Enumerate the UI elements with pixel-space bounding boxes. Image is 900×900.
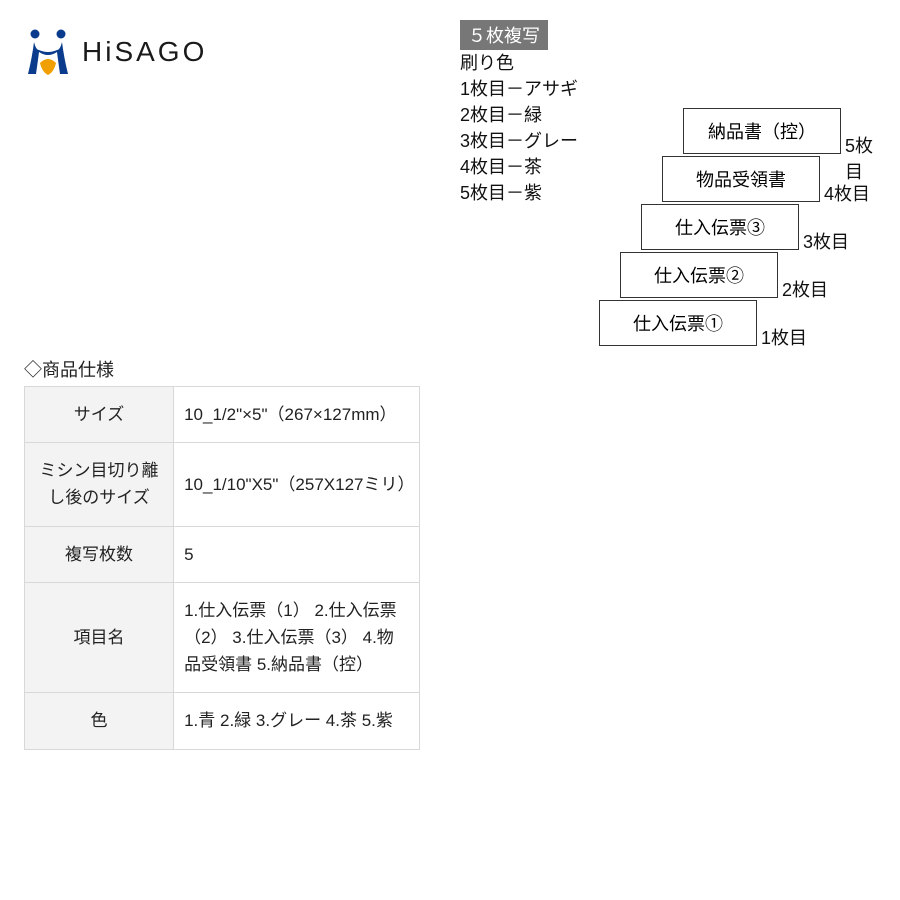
- spec-header-cell: ミシン目切り離し後のサイズ: [25, 443, 174, 526]
- logo-text: HiSAGO: [82, 36, 207, 68]
- table-row: ミシン目切り離し後のサイズ10_1/10"X5"（257X127ミリ）: [25, 443, 420, 526]
- spec-value-cell: 10_1/2"×5"（267×127mm）: [174, 387, 420, 443]
- form-sheet-label: 4枚目: [824, 180, 870, 206]
- form-sheet-label: 3枚目: [803, 228, 849, 254]
- color-line: 5枚目－紫: [460, 180, 578, 206]
- spec-header-cell: 項目名: [25, 582, 174, 693]
- form-box: 仕入伝票②: [620, 252, 778, 298]
- form-sheet-label: 5枚目: [845, 132, 890, 184]
- form-box: 納品書（控）: [683, 108, 841, 154]
- spec-header-cell: 複写枚数: [25, 526, 174, 582]
- color-header: 刷り色: [460, 50, 578, 76]
- form-stack-diagram: 納品書（控）5枚目物品受領書4枚目仕入伝票③3枚目仕入伝票②2枚目仕入伝票①1枚…: [600, 108, 890, 368]
- color-line: 3枚目－グレー: [460, 128, 578, 154]
- spec-table: サイズ10_1/2"×5"（267×127mm）ミシン目切り離し後のサイズ10_…: [24, 386, 420, 750]
- color-line: 4枚目－茶: [460, 154, 578, 180]
- table-row: 項目名1.仕入伝票（1） 2.仕入伝票（2） 3.仕入伝票（3） 4.物品受領書…: [25, 582, 420, 693]
- form-sheet-label: 1枚目: [761, 324, 807, 350]
- spec-title: ◇商品仕様: [24, 356, 114, 382]
- table-row: 色1.青 2.緑 3.グレー 4.茶 5.紫: [25, 693, 420, 749]
- form-box: 仕入伝票①: [599, 300, 757, 346]
- color-line: 1枚目－アサギ: [460, 76, 578, 102]
- spec-header-cell: サイズ: [25, 387, 174, 443]
- brand-logo: HiSAGO: [24, 28, 207, 76]
- spec-value-cell: 1.仕入伝票（1） 2.仕入伝票（2） 3.仕入伝票（3） 4.物品受領書 5.…: [174, 582, 420, 693]
- color-list: 刷り色 1枚目－アサギ 2枚目－緑 3枚目－グレー 4枚目－茶 5枚目－紫: [460, 50, 578, 207]
- table-row: サイズ10_1/2"×5"（267×127mm）: [25, 387, 420, 443]
- spec-value-cell: 1.青 2.緑 3.グレー 4.茶 5.紫: [174, 693, 420, 749]
- table-row: 複写枚数5: [25, 526, 420, 582]
- spec-value-cell: 5: [174, 526, 420, 582]
- copies-badge: ５枚複写: [460, 20, 548, 50]
- form-box: 物品受領書: [662, 156, 820, 202]
- logo-mark-icon: [24, 28, 72, 76]
- spec-header-cell: 色: [25, 693, 174, 749]
- form-sheet-label: 2枚目: [782, 276, 828, 302]
- spec-value-cell: 10_1/10"X5"（257X127ミリ）: [174, 443, 420, 526]
- color-line: 2枚目－緑: [460, 102, 578, 128]
- form-box: 仕入伝票③: [641, 204, 799, 250]
